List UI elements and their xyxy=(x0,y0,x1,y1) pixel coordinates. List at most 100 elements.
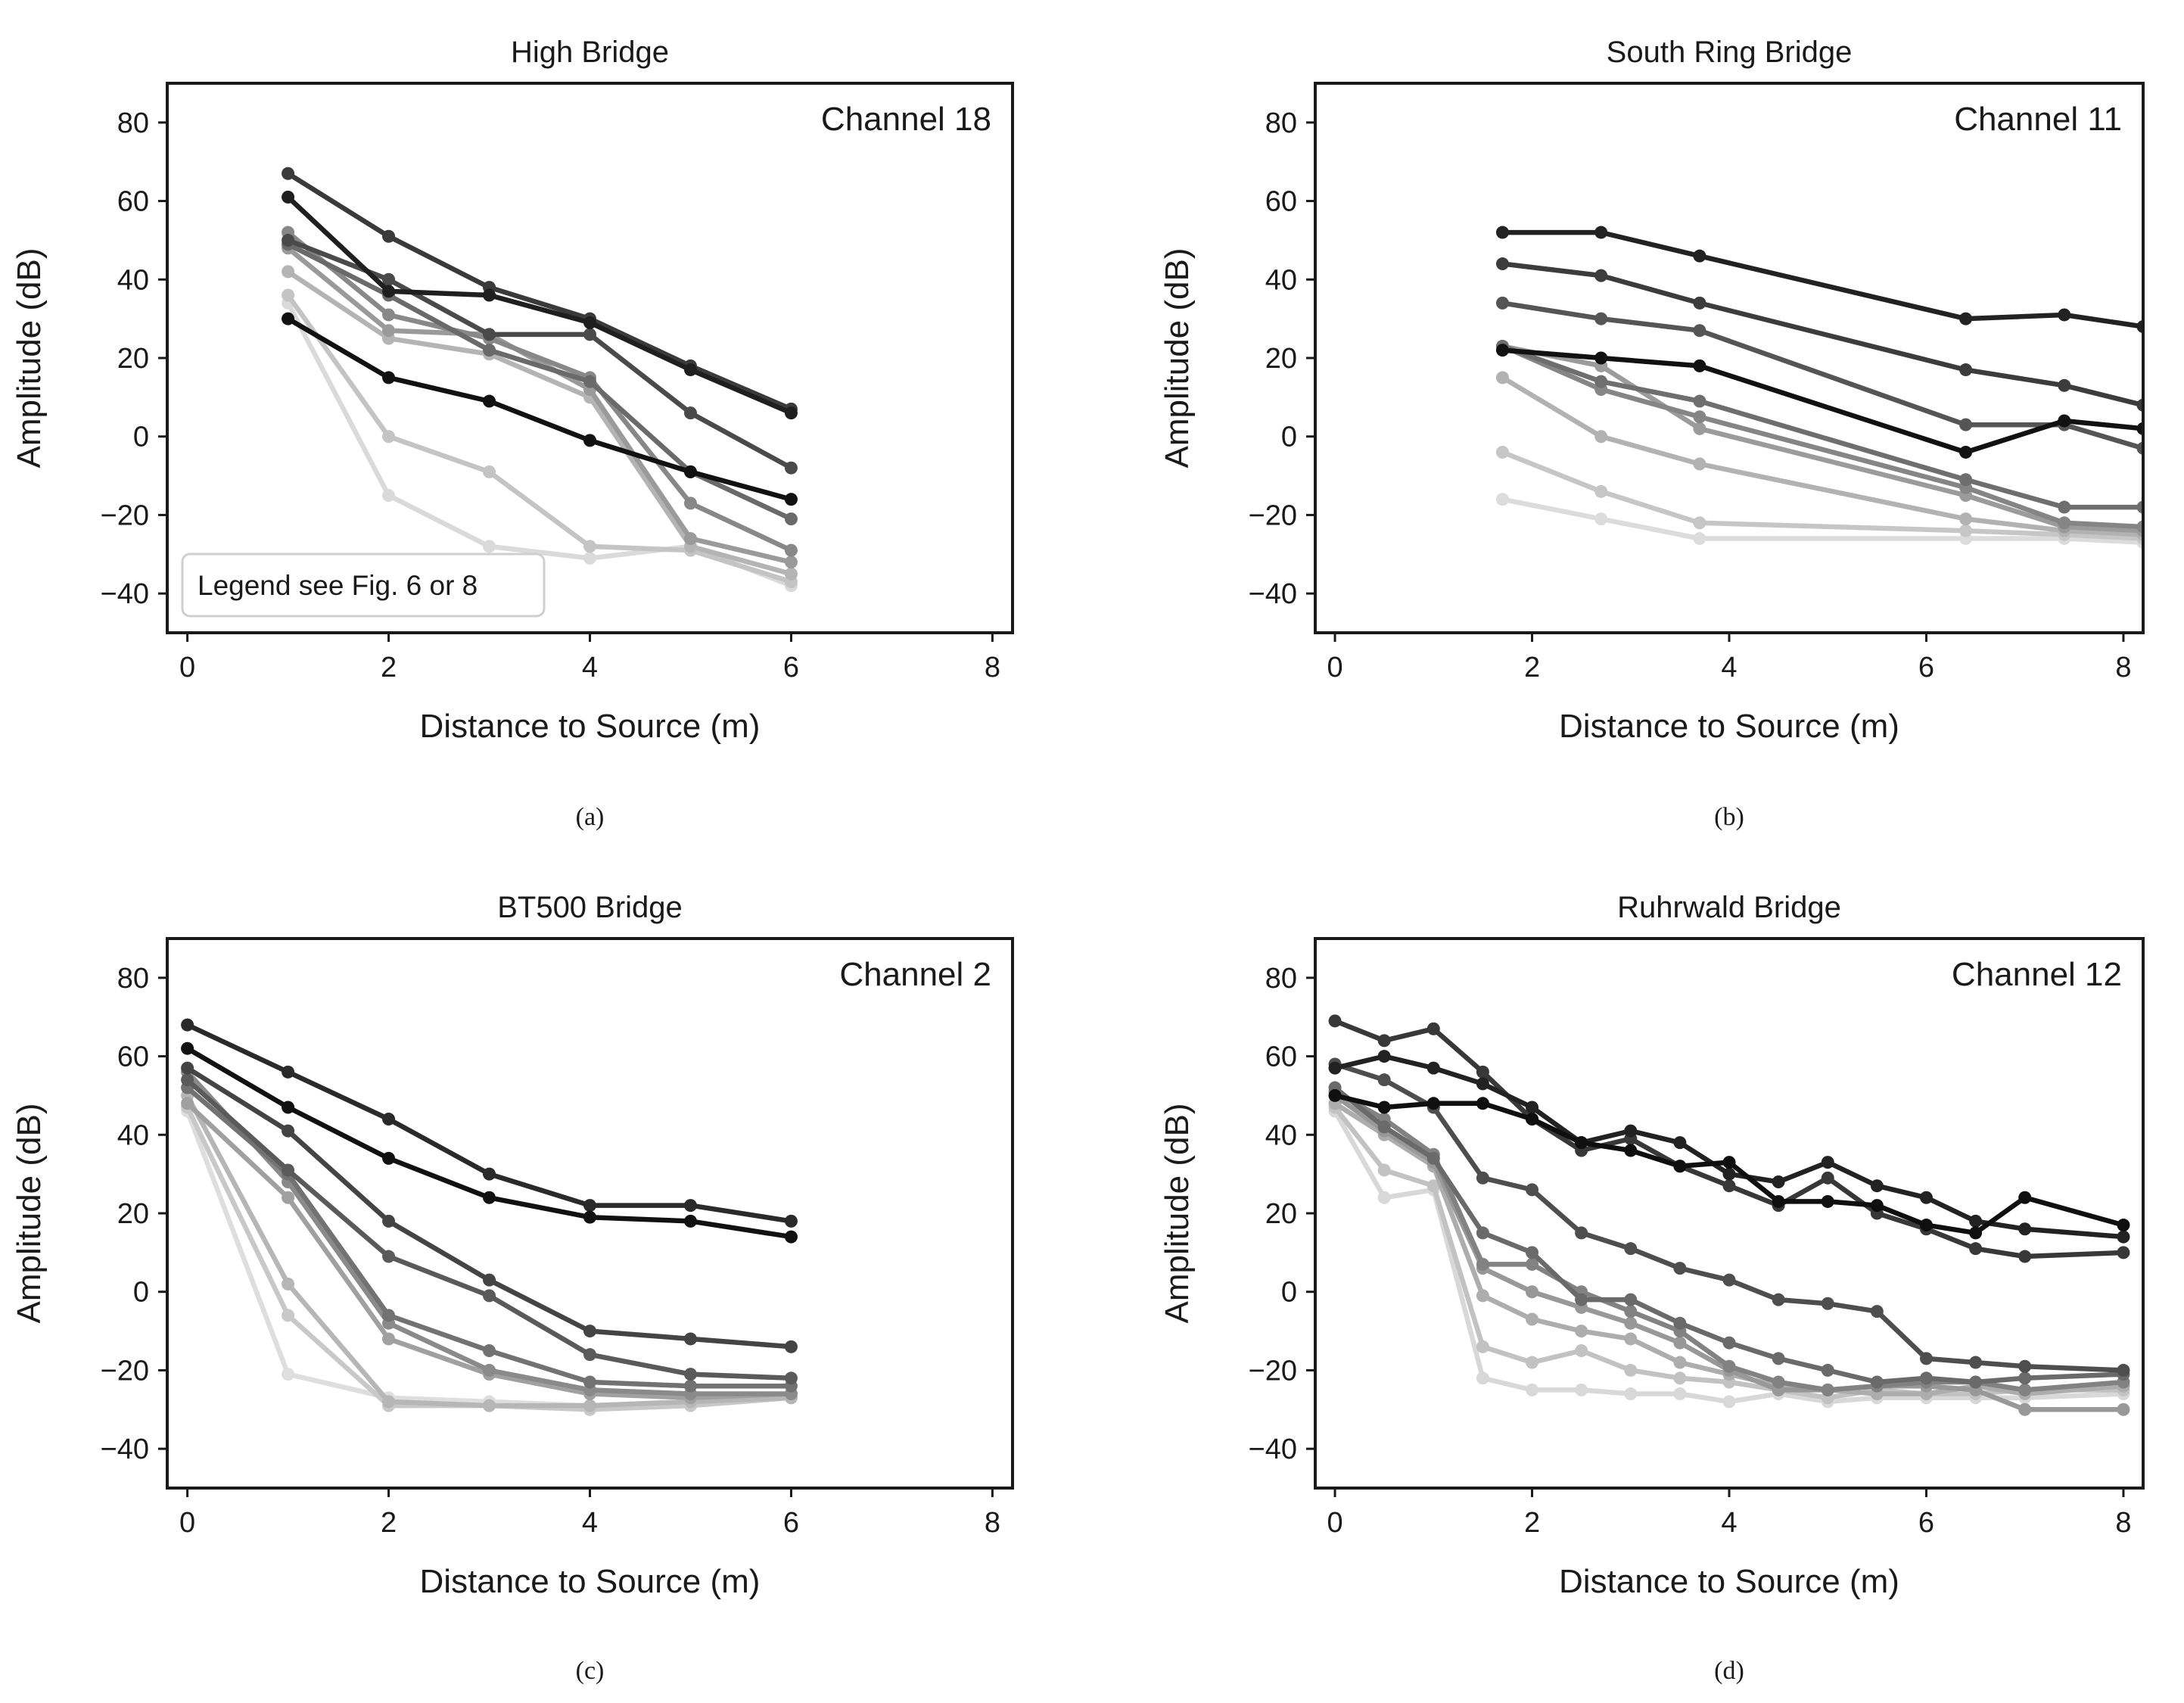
data-point xyxy=(382,229,396,243)
data-point xyxy=(1594,512,1608,526)
data-point xyxy=(2136,441,2143,455)
x-tick-label: 4 xyxy=(1721,1507,1737,1539)
series-line-s9 xyxy=(1500,450,2143,541)
data-point xyxy=(683,1379,697,1393)
data-point xyxy=(483,465,496,478)
data-point xyxy=(1624,1332,1638,1346)
data-point xyxy=(1377,1191,1391,1204)
data-point xyxy=(784,567,798,581)
chart-title: BT500 Bridge xyxy=(497,891,683,924)
data-point xyxy=(1722,1167,1736,1181)
x-tick-label: 8 xyxy=(985,652,1000,683)
data-point xyxy=(282,1191,295,1204)
data-point xyxy=(1870,1305,1884,1319)
data-point xyxy=(2117,1403,2130,1416)
data-point xyxy=(382,1113,396,1126)
data-point xyxy=(1693,457,1706,471)
data-point xyxy=(1693,296,1706,310)
y-tick-label: 80 xyxy=(1265,107,1297,139)
series-line-s10 xyxy=(1500,497,2143,545)
data-point xyxy=(1673,1262,1687,1275)
data-point xyxy=(683,1368,697,1381)
x-tick-label: 0 xyxy=(1327,1507,1342,1539)
data-point xyxy=(1693,249,1706,263)
series-line-s1 xyxy=(1500,347,2143,455)
channel-label: Channel 11 xyxy=(1954,101,2122,138)
data-point xyxy=(784,406,798,420)
data-point xyxy=(1624,1242,1638,1256)
data-point xyxy=(1526,1356,1539,1369)
data-point xyxy=(583,328,596,341)
x-tick-label: 8 xyxy=(2115,1507,2131,1539)
data-point xyxy=(1673,1387,1687,1401)
data-point xyxy=(1673,1136,1687,1150)
y-tick-label: 0 xyxy=(1281,422,1297,453)
data-point xyxy=(1594,312,1608,325)
y-tick-label: 20 xyxy=(117,1198,149,1230)
series-line-s2 xyxy=(285,195,794,416)
data-point xyxy=(1426,1151,1440,1165)
data-point xyxy=(784,493,798,506)
data-point xyxy=(1821,1297,1834,1310)
data-point xyxy=(784,1230,798,1244)
data-point xyxy=(382,1332,396,1346)
data-point xyxy=(1919,1371,1933,1385)
data-point xyxy=(683,1214,697,1228)
y-tick-label: 0 xyxy=(133,1277,149,1309)
data-point xyxy=(1594,484,1608,498)
x-tick-label: 2 xyxy=(381,652,397,683)
data-point xyxy=(1624,1363,1638,1377)
series-line-s9 xyxy=(1332,1104,2126,1400)
channel-label: Channel 2 xyxy=(839,956,991,993)
data-point xyxy=(1328,1061,1342,1075)
series-line-s1 xyxy=(285,316,794,502)
data-point xyxy=(1495,296,1509,310)
data-point xyxy=(1772,1194,1785,1208)
y-tick-label: 0 xyxy=(1281,1277,1297,1309)
series-line-s4 xyxy=(1500,300,2143,451)
y-tick-label: 80 xyxy=(117,107,149,139)
data-point xyxy=(1594,351,1608,365)
data-point xyxy=(1693,394,1706,408)
data-point xyxy=(1959,363,1973,377)
data-point xyxy=(382,1395,396,1409)
data-point xyxy=(1624,1316,1638,1330)
y-tick-label: 80 xyxy=(1265,963,1297,995)
x-axis-label: Distance to Source (m) xyxy=(1559,1563,1899,1600)
series-line-s1 xyxy=(1332,1093,2126,1236)
data-point xyxy=(1426,1022,1440,1035)
data-point xyxy=(2117,1219,2130,1232)
y-tick-label: 20 xyxy=(1265,343,1297,375)
data-point xyxy=(1624,1305,1638,1319)
data-point xyxy=(1526,1257,1539,1271)
data-point xyxy=(382,1250,396,1263)
data-point xyxy=(1722,1273,1736,1287)
data-point xyxy=(1693,410,1706,424)
series-line-s5 xyxy=(285,241,794,521)
data-point xyxy=(382,489,396,502)
x-tick-label: 8 xyxy=(985,1507,1000,1539)
data-point xyxy=(583,1325,596,1338)
series-line-s3 xyxy=(1332,1018,2126,1259)
data-point xyxy=(1624,1144,1638,1157)
y-tick-label: 60 xyxy=(1265,186,1297,218)
data-point xyxy=(683,465,697,478)
x-tick-label: 4 xyxy=(582,1507,598,1539)
data-point xyxy=(784,556,798,569)
plot-frame xyxy=(1314,82,2145,634)
chart-title: High Bridge xyxy=(511,36,669,69)
plot-frame xyxy=(166,937,1014,1490)
data-point xyxy=(1426,1061,1440,1075)
x-tick-label: 0 xyxy=(1327,652,1342,683)
data-point xyxy=(282,1065,295,1079)
data-point xyxy=(1476,1226,1489,1240)
data-point xyxy=(1969,1242,1983,1256)
series-group xyxy=(181,1018,798,1416)
data-point xyxy=(1959,524,1973,537)
y-tick-label: 20 xyxy=(1265,1198,1297,1230)
data-point xyxy=(483,288,496,302)
data-point xyxy=(583,1375,596,1389)
series-line-s6 xyxy=(1500,344,2143,530)
data-point xyxy=(1821,1156,1834,1169)
